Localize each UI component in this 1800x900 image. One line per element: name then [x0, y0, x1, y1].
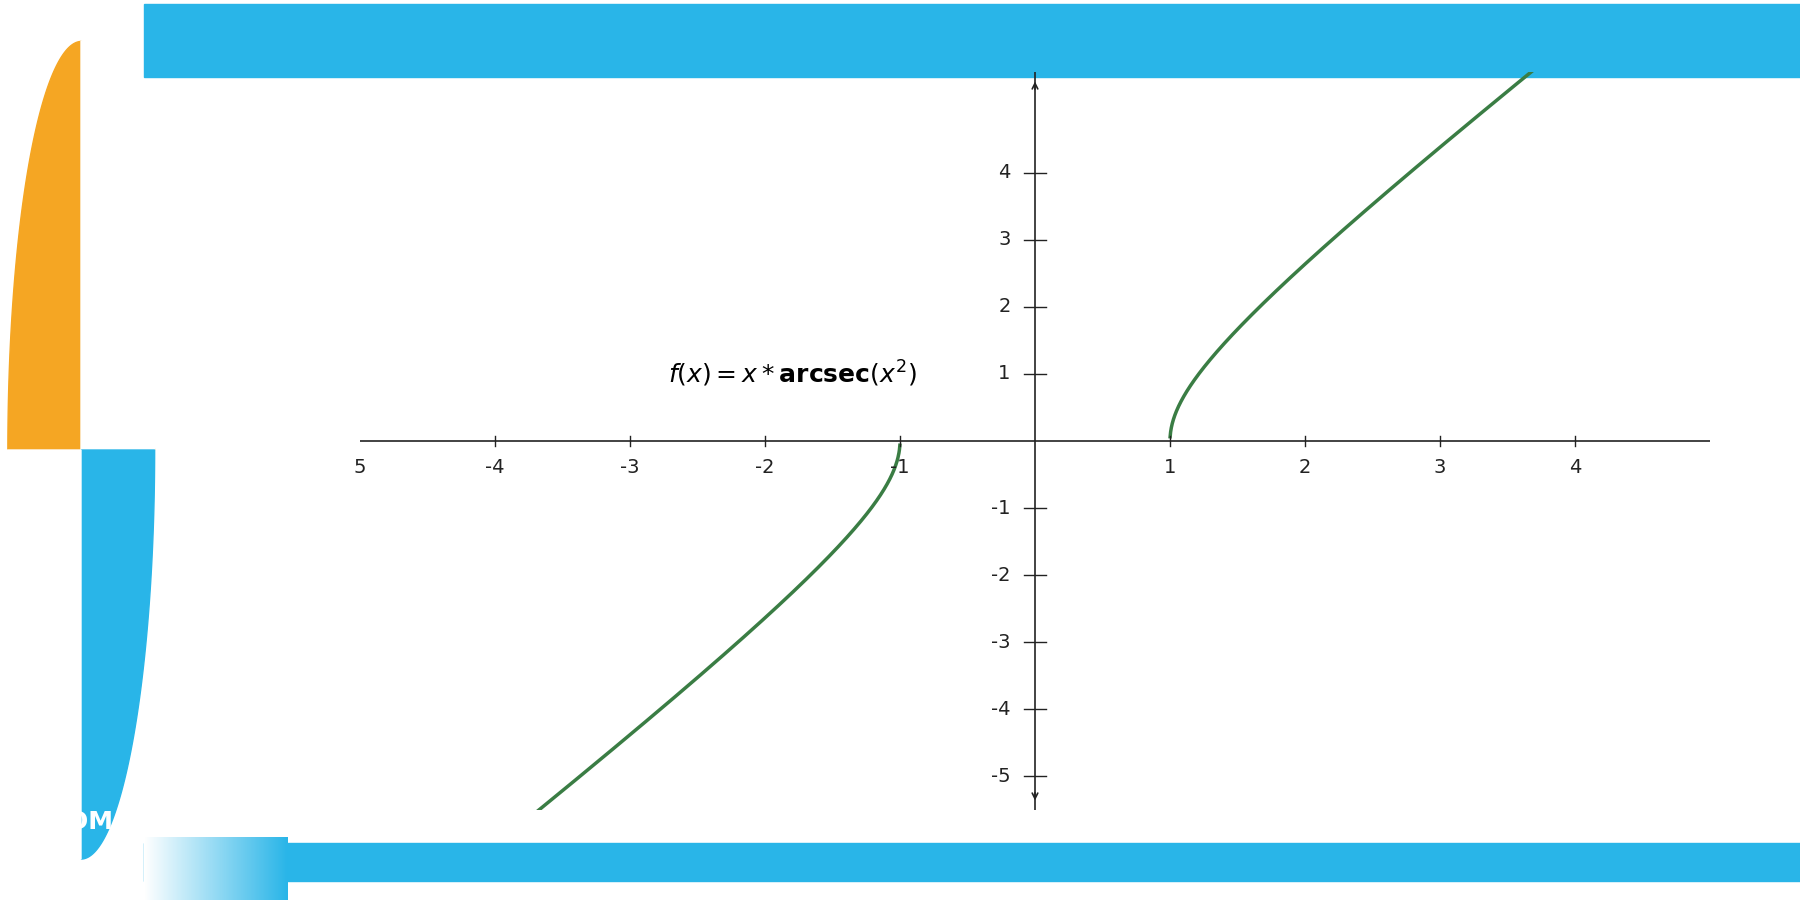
Bar: [144, 843, 1800, 881]
Text: -2: -2: [756, 458, 774, 477]
Text: -1: -1: [891, 458, 909, 477]
Text: 2: 2: [999, 297, 1012, 316]
Text: 3: 3: [1435, 458, 1445, 477]
Polygon shape: [81, 40, 155, 450]
Text: 4: 4: [1570, 458, 1580, 477]
Text: SOM: SOM: [49, 810, 113, 834]
Text: -3: -3: [992, 633, 1012, 652]
Polygon shape: [81, 450, 155, 860]
Polygon shape: [7, 450, 81, 860]
Polygon shape: [81, 40, 155, 450]
Text: 3: 3: [999, 230, 1012, 249]
Text: -2: -2: [992, 566, 1012, 585]
Text: -4: -4: [992, 700, 1012, 719]
Text: 4: 4: [999, 163, 1012, 182]
Text: $f(x) = x * \mathbf{arcsec}(x^2)$: $f(x) = x * \mathbf{arcsec}(x^2)$: [668, 359, 916, 389]
Text: -1: -1: [992, 499, 1012, 517]
Text: 1: 1: [999, 364, 1012, 383]
Text: 2: 2: [1300, 458, 1310, 477]
Text: -4: -4: [486, 458, 504, 477]
Text: 1: 1: [1165, 458, 1175, 477]
Text: 5: 5: [355, 458, 365, 477]
Text: -3: -3: [621, 458, 639, 477]
Text: -5: -5: [992, 767, 1012, 786]
